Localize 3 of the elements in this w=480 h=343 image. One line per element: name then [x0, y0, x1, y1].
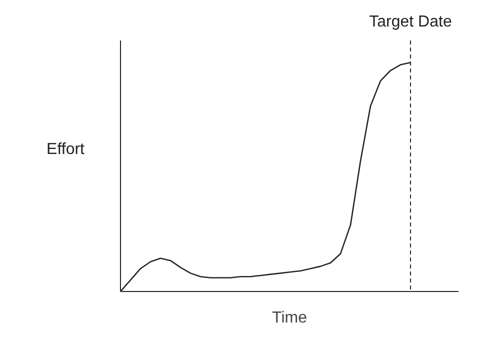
x-axis-title: Time — [272, 310, 308, 326]
text: Target Date — [369, 14, 452, 30]
y-axis-title: Effort — [46, 141, 86, 158]
